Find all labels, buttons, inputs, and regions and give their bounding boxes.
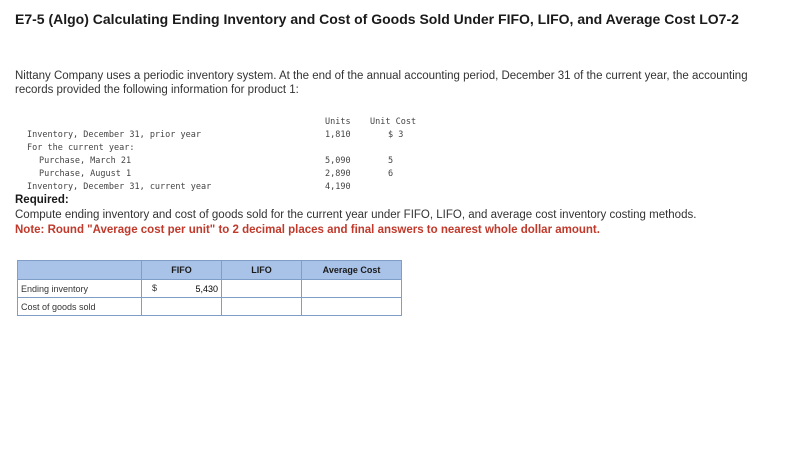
lifo-column-header: LIFO (221, 260, 302, 280)
row-label: Purchase, March 21 (39, 156, 132, 166)
row-cost: 6 (388, 169, 394, 179)
fifo-column-header: FIFO (141, 260, 222, 280)
inventory-data-table: Units Unit Cost Inventory, December 31, … (15, 117, 425, 195)
answer-header-row: FIFO LIFO Average Cost (17, 260, 402, 280)
row-label: Inventory, December 31, current year (27, 182, 212, 192)
table-row: Inventory, December 31, current year 4,1… (15, 182, 425, 194)
problem-intro: Nittany Company uses a periodic inventor… (15, 70, 748, 96)
row-units: 1,810 (325, 130, 351, 140)
rounding-note: Note: Round "Average cost per unit" to 2… (15, 224, 600, 236)
unit-cost-header: Unit Cost (370, 117, 417, 127)
table-row: Inventory, December 31, prior year 1,810… (15, 130, 425, 142)
table-row: For the current year: (15, 143, 425, 155)
ending-inventory-lifo-cell[interactable] (221, 279, 302, 298)
required-text: Compute ending inventory and cost of goo… (15, 209, 697, 221)
row-label: Inventory, December 31, prior year (27, 130, 201, 140)
cogs-fifo-input[interactable] (142, 298, 221, 315)
cogs-lifo-cell[interactable] (221, 297, 302, 316)
ending-inventory-fifo-input[interactable] (142, 280, 221, 297)
answer-table: FIFO LIFO Average Cost Ending inventory … (17, 260, 402, 316)
units-header: Units (325, 117, 351, 127)
dollar-sign: $ (152, 283, 158, 293)
cogs-average-input[interactable] (302, 298, 401, 315)
row-units: 5,090 (325, 156, 351, 166)
ending-inventory-average-input[interactable] (302, 280, 401, 297)
row-label: Purchase, August 1 (39, 169, 132, 179)
ending-inventory-lifo-input[interactable] (222, 280, 301, 297)
cogs-average-cell[interactable] (301, 297, 402, 316)
problem-title: E7-5 (Algo) Calculating Ending Inventory… (15, 11, 739, 27)
blank-header-cell (17, 260, 142, 280)
cogs-row: Cost of goods sold (17, 297, 402, 316)
cogs-fifo-cell[interactable] (141, 297, 222, 316)
required-heading: Required: (15, 194, 69, 206)
ending-inventory-average-cell[interactable] (301, 279, 402, 298)
ending-inventory-label: Ending inventory (17, 279, 142, 298)
average-cost-column-header: Average Cost (301, 260, 402, 280)
cogs-label: Cost of goods sold (17, 297, 142, 316)
row-label: For the current year: (27, 143, 135, 153)
ending-inventory-row: Ending inventory $ (17, 279, 402, 298)
table-row: Purchase, August 1 2,890 6 (15, 169, 425, 181)
row-cost: $ 3 (388, 130, 404, 140)
table-row: Purchase, March 21 5,090 5 (15, 156, 425, 168)
row-units: 2,890 (325, 169, 351, 179)
row-units: 4,190 (325, 182, 351, 192)
ending-inventory-fifo-cell[interactable]: $ (141, 279, 222, 298)
cogs-lifo-input[interactable] (222, 298, 301, 315)
row-cost: 5 (388, 156, 394, 166)
